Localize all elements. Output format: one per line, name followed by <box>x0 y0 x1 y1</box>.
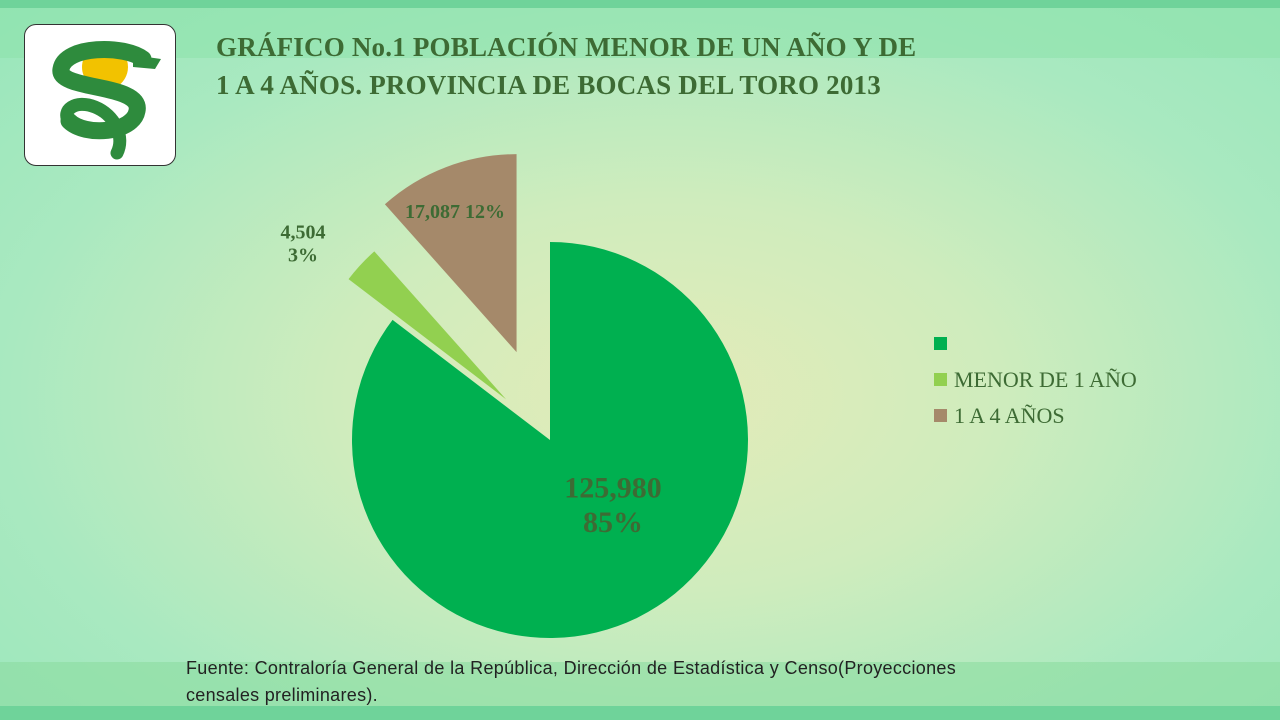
legend-swatch <box>934 409 947 422</box>
bottom-band-light <box>0 662 1280 706</box>
pie-slice <box>352 242 748 639</box>
bottom-band <box>0 706 1280 720</box>
legend-label: MENOR DE 1 AÑO <box>954 367 1137 392</box>
legend-label: 1 A 4 AÑOS <box>954 403 1065 428</box>
legend-swatch <box>934 337 947 350</box>
slice-data-label: 4,504 3% <box>281 222 326 267</box>
slice-data-label: 17,087 12% <box>405 201 505 223</box>
chart-legend: MENOR DE 1 AÑO 1 A 4 AÑOS <box>934 326 1137 434</box>
legend-item: MENOR DE 1 AÑO <box>934 362 1137 398</box>
slice-data-label: 125,980 85% <box>564 471 662 539</box>
legend-swatch <box>934 373 947 386</box>
caduceus-snake-logo-icon <box>52 41 161 160</box>
top-band <box>0 0 1280 8</box>
top-band-light <box>0 8 1280 58</box>
pie-slice <box>384 154 517 353</box>
pie-slice <box>348 251 506 400</box>
legend-item: 1 A 4 AÑOS <box>934 398 1137 434</box>
page-title: GRÁFICO No.1 POBLACIÓN MENOR DE UN AÑO Y… <box>216 32 917 100</box>
logo <box>24 24 176 166</box>
source-note: Fuente: Contraloría General de la Repúbl… <box>186 658 956 705</box>
legend-item <box>934 326 1137 362</box>
